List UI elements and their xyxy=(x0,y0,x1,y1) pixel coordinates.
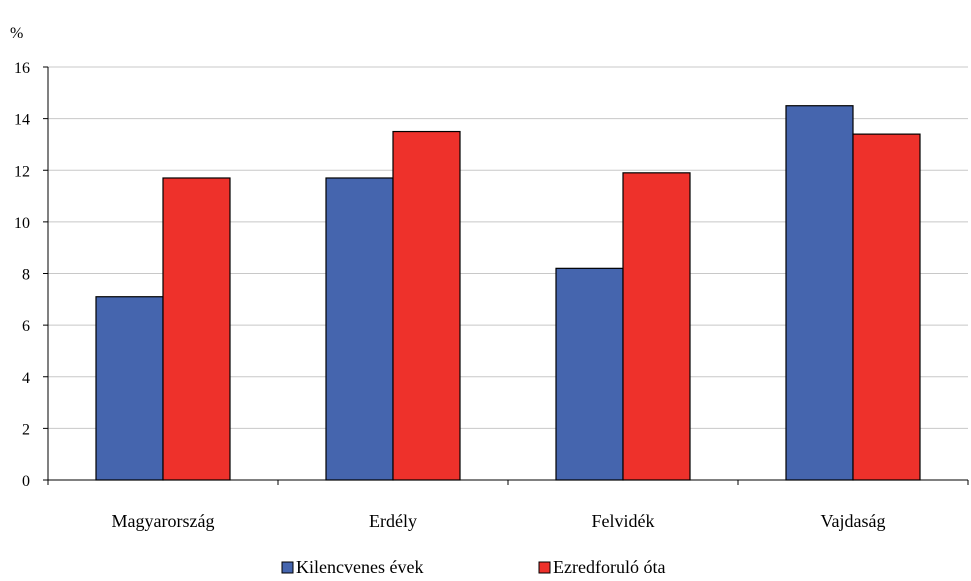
legend-swatch xyxy=(538,561,551,574)
x-category-label: Erdély xyxy=(369,511,417,531)
bar-series2-2 xyxy=(622,172,691,481)
y-tick-label: 10 xyxy=(14,215,30,232)
x-category-label: Felvidék xyxy=(592,511,655,531)
legend-label: Kilencvenes évek xyxy=(296,557,423,577)
y-axis-unit-label: % xyxy=(10,25,23,42)
y-tick-label: 8 xyxy=(22,267,30,284)
bar-series1-0 xyxy=(95,296,164,481)
bar-series2-3 xyxy=(852,133,921,481)
bar-series2-1 xyxy=(392,130,461,481)
y-tick-label: 6 xyxy=(22,318,30,335)
x-axis-labels: Magyarország Erdély Felvidék Vajdaság xyxy=(47,480,969,531)
bar-series2-0 xyxy=(162,177,231,481)
x-category-label: Vajdaság xyxy=(821,511,886,531)
y-axis-ticks: 0 2 4 6 8 10 12 14 16 xyxy=(14,60,49,490)
y-tick-label: 2 xyxy=(22,421,30,438)
bar-series1-3 xyxy=(785,105,854,481)
bar-series1-1 xyxy=(325,177,394,481)
y-tick-label: 0 xyxy=(22,473,30,490)
legend-swatch xyxy=(281,561,294,574)
legend: Kilencvenes évek Ezredforuló óta xyxy=(281,557,665,577)
y-tick-label: 4 xyxy=(22,370,30,387)
y-tick-label: 12 xyxy=(14,163,30,180)
x-category-label: Magyarország xyxy=(112,511,215,531)
y-tick-label: 16 xyxy=(14,60,30,77)
y-tick-label: 14 xyxy=(14,112,30,129)
bars xyxy=(95,105,921,481)
legend-label: Ezredforuló óta xyxy=(553,557,665,577)
bar-series1-2 xyxy=(555,267,624,481)
